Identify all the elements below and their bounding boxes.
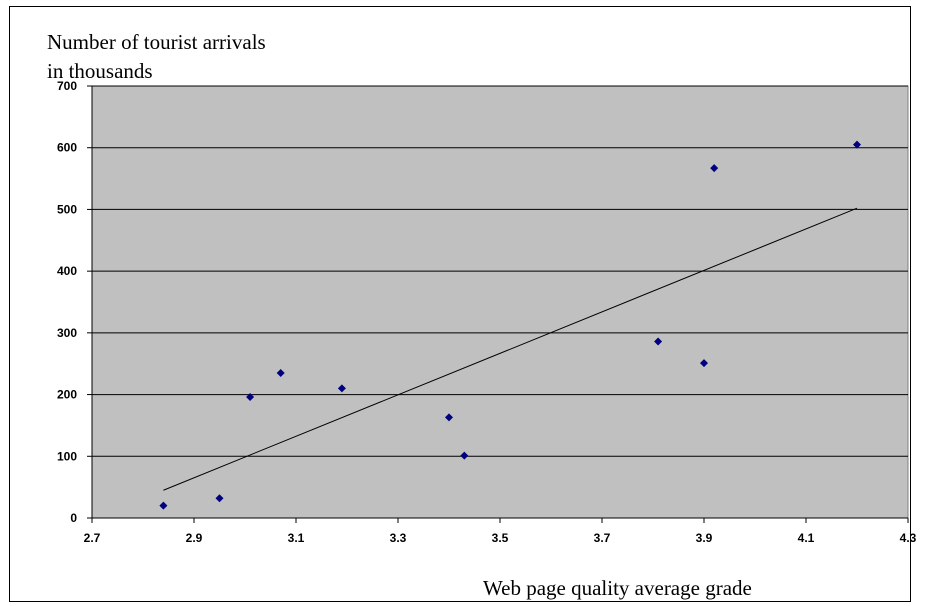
y-tick-label: 200 [57,388,77,402]
y-tick-label: 300 [57,326,77,340]
y-tick-label: 700 [57,79,77,93]
data-point-8 [654,337,663,346]
x-tick-label: 3.7 [594,531,611,545]
x-axis-label: Web page quality average grade [483,576,752,600]
x-tick-label: 2.7 [84,531,101,545]
y-tick-label: 500 [57,202,77,216]
data-point-5 [337,384,346,393]
x-tick-label: 3.1 [288,531,305,545]
data-point-11 [853,140,861,149]
data-point-4 [276,368,285,377]
y-axis-label-line-1: Number of tourist arrivals [47,30,266,54]
y-tick-label: 0 [70,511,77,525]
x-tick-label: 4.3 [900,531,917,545]
data-point-3 [246,393,255,402]
data-point-9 [700,359,708,368]
y-tick-label: 600 [57,141,77,155]
data-point-1 [159,501,168,510]
data-point-7 [460,451,469,460]
plot-area [91,85,909,519]
data-point-6 [445,413,453,422]
y-tick-label: 400 [57,264,77,278]
x-tick-label: 3.3 [390,531,407,545]
data-points [159,140,861,510]
y-tick-label: 100 [57,449,77,463]
y-axis-label-line-2: in thousands [47,59,153,83]
gridlines [92,85,908,457]
x-tick-label: 3.5 [492,531,509,545]
trendline [163,207,858,491]
x-tick-labels: 2.7 2.9 3.1 3.3 3.5 3.7 3.9 4.1 4.3 [84,531,917,545]
x-tick-label: 2.9 [186,531,203,545]
axes [87,85,909,523]
data-point-2 [215,494,224,503]
y-tick-labels: 0 100 200 300 400 500 600 700 [57,79,77,525]
x-tick-label: 4.1 [798,531,815,545]
data-point-10 [710,164,719,173]
x-tick-label: 3.9 [696,531,713,545]
